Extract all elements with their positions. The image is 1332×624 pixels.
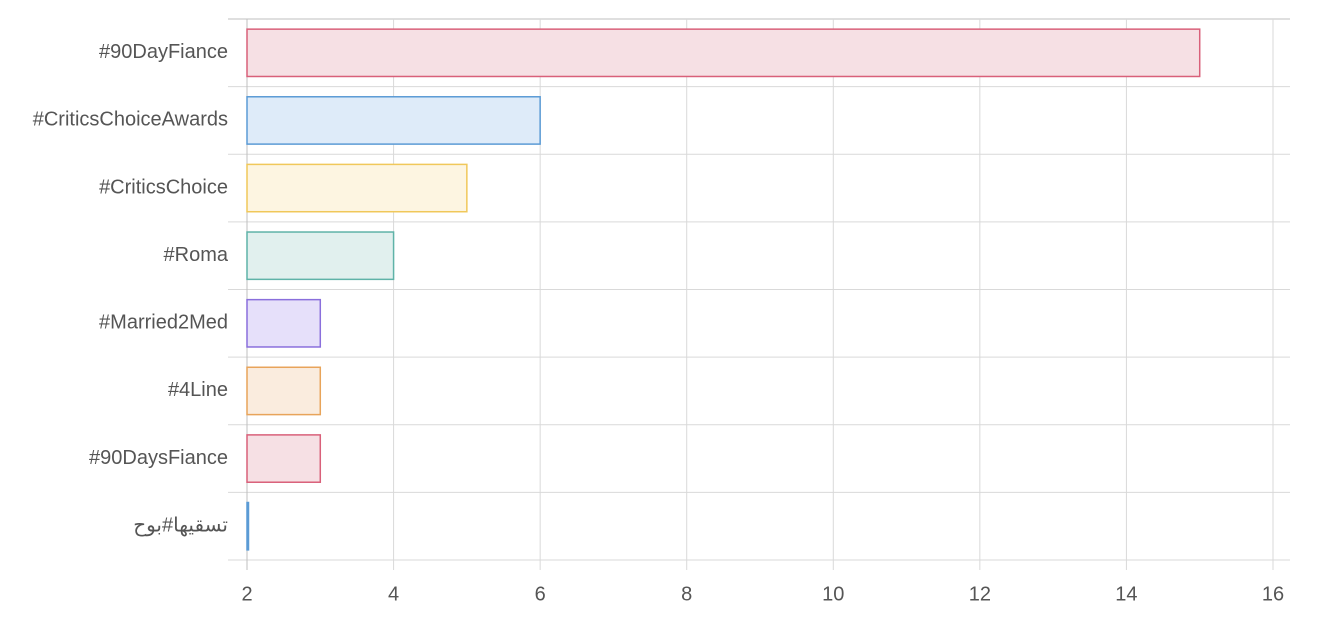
bar[interactable] xyxy=(246,501,250,551)
bar[interactable] xyxy=(246,298,322,348)
x-tick-label: 12 xyxy=(969,583,991,605)
x-tick-label: 2 xyxy=(241,583,252,605)
x-tick-label: 8 xyxy=(681,583,692,605)
category-label: #90DaysFiance xyxy=(89,447,228,469)
bar[interactable] xyxy=(246,231,395,281)
category-label: #Roma xyxy=(164,244,229,266)
bar[interactable] xyxy=(246,28,1201,78)
x-tick-label: 14 xyxy=(1115,583,1137,605)
category-labels: #90DayFiance #CriticsChoiceAwards #Critics… xyxy=(33,41,229,536)
x-tick-label: 6 xyxy=(535,583,546,605)
bars xyxy=(246,28,1201,551)
bar[interactable] xyxy=(246,163,468,213)
category-label: #4Line xyxy=(168,379,228,401)
x-tick-label: 10 xyxy=(822,583,844,605)
bar[interactable] xyxy=(246,366,322,416)
category-label: تسقيها#بوح xyxy=(133,514,228,536)
x-tick-label: 16 xyxy=(1262,583,1284,605)
category-label: #CriticsChoiceAwards xyxy=(33,109,228,131)
x-tick-labels: 2 4 6 8 10 12 14 16 xyxy=(241,583,1284,605)
category-label: #90DayFiance xyxy=(99,41,228,63)
bar[interactable] xyxy=(246,96,541,145)
category-label: #CriticsChoice xyxy=(99,176,228,198)
category-label: #Married2Med xyxy=(99,312,228,334)
x-tick-label: 4 xyxy=(388,583,399,605)
bar[interactable] xyxy=(246,434,322,483)
